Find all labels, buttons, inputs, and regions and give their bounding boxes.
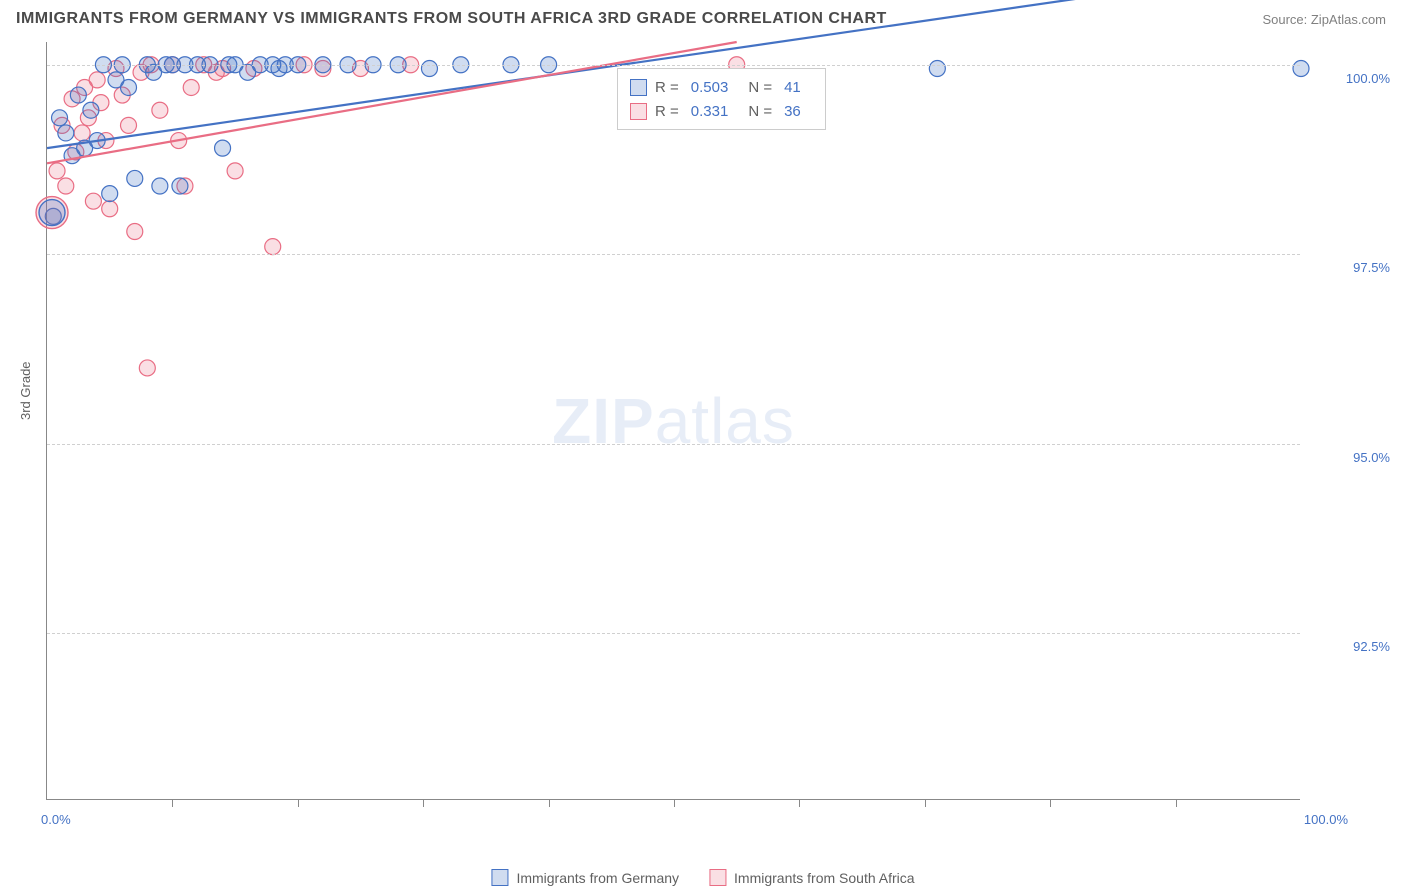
scatter-point xyxy=(1293,61,1309,77)
gridline-h xyxy=(47,254,1300,255)
y-axis-label: 3rd Grade xyxy=(18,361,33,420)
scatter-point xyxy=(89,72,105,88)
x-tick xyxy=(423,799,424,807)
series1-name: Immigrants from Germany xyxy=(516,870,679,886)
scatter-point xyxy=(215,140,231,156)
stats-legend-box: R = 0.503 N = 41 R = 0.331 N = 36 xyxy=(617,68,826,130)
series2-name: Immigrants from South Africa xyxy=(734,870,915,886)
scatter-point xyxy=(85,193,101,209)
bottom-legend: Immigrants from Germany Immigrants from … xyxy=(491,869,914,886)
scatter-point xyxy=(121,79,137,95)
x-tick xyxy=(172,799,173,807)
n-label: N = xyxy=(748,103,772,120)
swatch-series2 xyxy=(630,103,647,120)
x-min-label: 0.0% xyxy=(41,812,71,827)
scatter-point xyxy=(49,163,65,179)
chart-title: IMMIGRANTS FROM GERMANY VS IMMIGRANTS FR… xyxy=(16,10,887,28)
n-value-1: 41 xyxy=(784,79,801,96)
swatch-series1 xyxy=(630,79,647,96)
y-tick-label: 95.0% xyxy=(1310,450,1390,465)
scatter-point xyxy=(58,178,74,194)
scatter-point xyxy=(183,79,199,95)
scatter-svg xyxy=(47,42,1301,800)
r-value-2: 0.331 xyxy=(691,103,729,120)
scatter-point xyxy=(421,61,437,77)
scatter-point xyxy=(70,87,86,103)
scatter-point xyxy=(265,239,281,255)
scatter-point xyxy=(172,178,188,194)
scatter-point xyxy=(83,102,99,118)
scatter-point xyxy=(139,360,155,376)
gridline-h xyxy=(47,65,1300,66)
r-label: R = xyxy=(655,103,679,120)
chart-plot-area: ZIPatlas R = 0.503 N = 41 R = 0.331 N = … xyxy=(46,42,1300,800)
x-tick xyxy=(549,799,550,807)
r-label: R = xyxy=(655,79,679,96)
gridline-h xyxy=(47,633,1300,634)
x-tick xyxy=(674,799,675,807)
x-tick xyxy=(1050,799,1051,807)
scatter-point xyxy=(127,224,143,240)
gridline-h xyxy=(47,444,1300,445)
x-max-label: 100.0% xyxy=(1304,812,1348,827)
scatter-point xyxy=(52,110,68,126)
x-tick xyxy=(925,799,926,807)
scatter-point xyxy=(929,61,945,77)
y-tick-label: 100.0% xyxy=(1310,71,1390,86)
x-tick xyxy=(799,799,800,807)
x-tick xyxy=(298,799,299,807)
scatter-point xyxy=(102,201,118,217)
swatch-series1 xyxy=(491,869,508,886)
n-label: N = xyxy=(748,79,772,96)
r-value-1: 0.503 xyxy=(691,79,729,96)
scatter-point xyxy=(58,125,74,141)
scatter-point xyxy=(152,102,168,118)
scatter-point xyxy=(102,186,118,202)
swatch-series2 xyxy=(709,869,726,886)
scatter-point xyxy=(227,163,243,179)
n-value-2: 36 xyxy=(784,103,801,120)
scatter-point xyxy=(152,178,168,194)
y-tick-label: 92.5% xyxy=(1310,639,1390,654)
scatter-point xyxy=(127,170,143,186)
scatter-point xyxy=(121,117,137,133)
source-label: Source: ZipAtlas.com xyxy=(1262,12,1386,27)
y-tick-label: 97.5% xyxy=(1310,260,1390,275)
x-tick xyxy=(1176,799,1177,807)
scatter-point-large xyxy=(39,200,65,226)
scatter-point xyxy=(74,125,90,141)
